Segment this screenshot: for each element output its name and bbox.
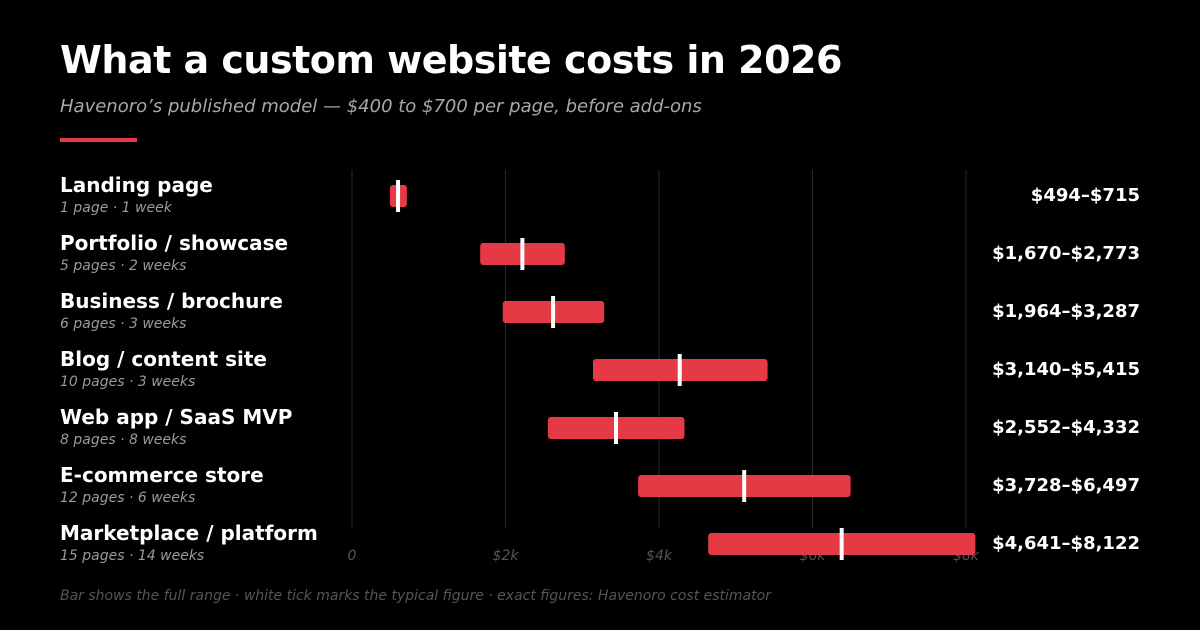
row-meta: 12 pages · 6 weeks — [60, 490, 196, 506]
typical-tick — [677, 354, 682, 386]
range-label: $3,140–$5,415 — [992, 359, 1140, 380]
row-label: Landing page 1 page · 1 week — [60, 173, 350, 217]
range-label: $1,964–$3,287 — [992, 301, 1140, 322]
row-label: Portfolio / showcase 5 pages · 2 weeks — [60, 231, 350, 275]
typical-tick — [839, 528, 844, 560]
typical-tick — [520, 238, 525, 270]
accent-rule — [60, 138, 137, 142]
x-tick-label: $2k — [493, 548, 520, 564]
row-meta: 15 pages · 14 weeks — [60, 548, 205, 564]
row-label: Web app / SaaS MVP 8 pages · 8 weeks — [60, 405, 350, 449]
row-label: E-commerce store 12 pages · 6 weeks — [60, 463, 350, 507]
row-name: Marketplace / platform — [60, 521, 318, 545]
typical-tick — [742, 470, 747, 502]
typical-tick — [614, 412, 619, 444]
row-name: Web app / SaaS MVP — [60, 405, 293, 429]
row-meta: 5 pages · 2 weeks — [60, 258, 187, 274]
row-name: Landing page — [60, 173, 213, 197]
typical-tick — [551, 296, 556, 328]
row-meta: 1 page · 1 week — [60, 200, 172, 216]
row-label: Business / brochure 6 pages · 3 weeks — [60, 289, 350, 333]
range-label: $3,728–$6,497 — [992, 475, 1140, 496]
range-label: $1,670–$2,773 — [992, 243, 1140, 264]
range-label: $4,641–$8,122 — [992, 533, 1140, 554]
chart-footnote: Bar shows the full range · white tick ma… — [60, 588, 771, 604]
row-meta: 6 pages · 3 weeks — [60, 316, 187, 332]
row-name: Portfolio / showcase — [60, 231, 289, 255]
row-label: Marketplace / platform 15 pages · 14 week… — [60, 521, 350, 565]
range-label: $2,552–$4,332 — [992, 417, 1140, 438]
row-label: Blog / content site 10 pages · 3 weeks — [60, 347, 350, 391]
range-label: $494–$715 — [1030, 185, 1140, 206]
typical-tick — [396, 180, 401, 212]
row-meta: 10 pages · 3 weeks — [60, 374, 196, 390]
row-meta: 8 pages · 8 weeks — [60, 432, 187, 448]
row-name: E-commerce store — [60, 463, 264, 487]
chart-subtitle: Havenoro’s published model — $400 to $70… — [60, 96, 702, 117]
row-name: Business / brochure — [60, 289, 283, 313]
row-name: Blog / content site — [60, 347, 267, 371]
chart-title: What a custom website costs in 2026 — [60, 38, 842, 82]
x-tick-label: 0 — [348, 548, 357, 564]
x-tick-label: $4k — [646, 548, 673, 564]
